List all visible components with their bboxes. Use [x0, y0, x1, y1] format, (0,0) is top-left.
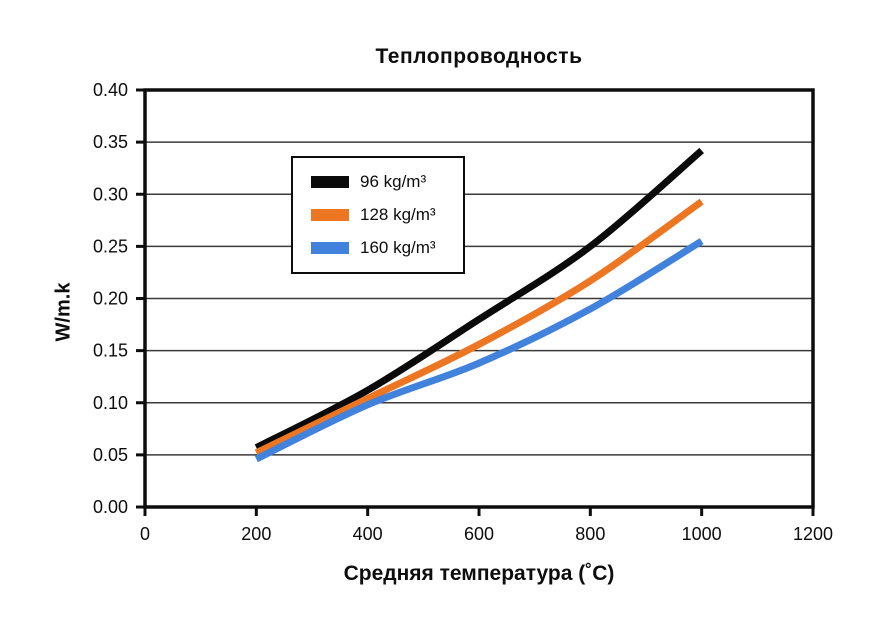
plot-border [143, 88, 815, 509]
x-tick-label: 200 [241, 524, 271, 544]
y-tick-label: 0.20 [93, 289, 128, 309]
x-tick-label: 800 [575, 524, 605, 544]
legend-item: 160 kg/m³ [311, 238, 463, 258]
legend-swatch [311, 176, 349, 189]
legend-label: 160 kg/m³ [360, 237, 436, 257]
y-tick-label: 0.00 [93, 497, 128, 517]
y-tick-label: 0.10 [93, 393, 128, 413]
y-tick-label: 0.15 [93, 341, 128, 361]
series-line-96 [254, 147, 704, 451]
legend-swatch [311, 241, 349, 254]
y-tick-label: 0.25 [93, 236, 128, 256]
legend-item: 96 kg/m³ [311, 172, 463, 192]
legend: 96 kg/m³ 128 kg/m³ 160 kg/m³ [291, 156, 465, 274]
y-tick-label: 0.05 [93, 445, 128, 465]
series-line-128 [254, 198, 704, 456]
legend-swatch [311, 208, 349, 221]
x-tick-label: 400 [353, 524, 383, 544]
legend-label: 96 kg/m³ [360, 172, 427, 192]
x-tick-label: 600 [464, 524, 494, 544]
y-tick-label: 0.30 [93, 184, 128, 204]
x-tick-label: 1000 [682, 524, 722, 544]
series-line-160 [254, 238, 704, 463]
x-tick-label: 1200 [793, 524, 833, 544]
y-tick-label: 0.40 [93, 80, 128, 100]
chart-title: Теплопроводность [375, 45, 583, 68]
legend-item: 128 kg/m³ [311, 205, 463, 225]
x-tick-label: 0 [140, 524, 150, 544]
y-tick-label: 0.35 [93, 132, 128, 152]
x-axis-title: Средняя температура (˚C) [343, 562, 615, 585]
legend-label: 128 kg/m³ [360, 204, 436, 224]
